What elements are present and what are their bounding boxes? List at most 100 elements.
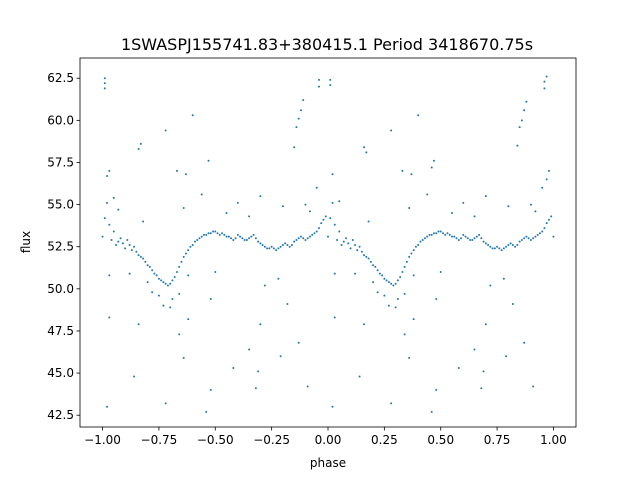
data-point xyxy=(547,218,550,221)
data-point xyxy=(534,235,537,238)
data-point xyxy=(239,235,242,238)
data-point xyxy=(121,242,124,245)
data-point xyxy=(365,255,368,258)
data-point xyxy=(281,205,284,208)
data-point xyxy=(484,323,487,326)
data-point xyxy=(317,85,320,88)
data-point xyxy=(543,87,546,90)
data-point xyxy=(453,235,456,238)
data-point xyxy=(214,230,217,233)
data-point xyxy=(426,193,429,196)
data-point xyxy=(345,237,348,240)
x-tick-label: 0.50 xyxy=(427,433,454,447)
x-tick-label: 1.00 xyxy=(540,433,567,447)
data-point xyxy=(360,250,363,253)
data-point xyxy=(221,232,224,235)
data-point xyxy=(529,238,532,241)
data-point xyxy=(106,405,109,408)
data-point xyxy=(473,348,476,351)
data-point xyxy=(155,274,158,277)
data-point xyxy=(230,237,233,240)
data-point xyxy=(178,333,181,336)
data-point xyxy=(408,206,411,209)
data-point xyxy=(103,82,106,85)
data-point xyxy=(509,242,512,245)
y-axis-label: flux xyxy=(19,231,33,253)
data-point xyxy=(162,304,165,307)
data-point xyxy=(469,238,472,241)
data-point xyxy=(241,237,244,240)
data-point xyxy=(545,75,548,78)
data-point xyxy=(396,297,399,300)
data-point xyxy=(257,370,260,373)
data-point xyxy=(403,265,406,268)
data-point xyxy=(462,233,465,236)
data-point xyxy=(259,323,262,326)
data-point xyxy=(234,237,237,240)
data-point xyxy=(108,274,111,277)
data-point xyxy=(417,244,420,247)
data-point xyxy=(405,260,408,263)
data-point xyxy=(498,247,501,250)
data-point xyxy=(435,232,438,235)
data-point xyxy=(124,247,127,250)
data-point xyxy=(225,212,228,215)
data-point xyxy=(205,233,208,236)
data-point xyxy=(390,402,393,405)
data-point xyxy=(496,245,499,248)
data-point xyxy=(135,250,138,253)
data-point xyxy=(394,282,397,285)
data-point xyxy=(430,410,433,413)
data-point xyxy=(414,245,417,248)
data-point xyxy=(302,99,305,102)
data-point xyxy=(117,240,120,243)
data-point xyxy=(545,178,548,181)
data-point xyxy=(191,114,194,117)
data-point xyxy=(372,281,375,284)
data-point xyxy=(119,237,122,240)
data-point xyxy=(435,388,438,391)
data-point xyxy=(106,201,109,204)
data-point xyxy=(473,237,476,240)
data-point xyxy=(342,240,345,243)
y-tick-label: 47.5 xyxy=(47,324,74,338)
data-point xyxy=(193,240,196,243)
data-point xyxy=(390,282,393,285)
data-point xyxy=(263,284,266,287)
data-point xyxy=(480,237,483,240)
data-point xyxy=(358,375,361,378)
data-point xyxy=(171,279,174,282)
x-axis: −1.00 −0.75 −0.50 −0.25 0.00 0.25 0.50 0.75 1.00 xyxy=(84,427,567,447)
data-point xyxy=(401,270,404,273)
data-point xyxy=(137,323,140,326)
data-point xyxy=(363,146,366,149)
data-point xyxy=(279,245,282,248)
data-point xyxy=(187,318,190,321)
data-point xyxy=(110,238,113,241)
data-point xyxy=(363,254,366,257)
data-point xyxy=(317,78,320,81)
data-point xyxy=(329,78,332,81)
data-point xyxy=(227,235,230,238)
data-point xyxy=(250,235,253,238)
data-point xyxy=(518,126,521,129)
data-point xyxy=(130,249,133,252)
x-tick-label: 0.75 xyxy=(484,433,511,447)
data-point xyxy=(232,367,235,370)
data-point xyxy=(532,385,535,388)
x-tick-label: −0.50 xyxy=(197,433,234,447)
data-point xyxy=(541,230,544,233)
data-point xyxy=(306,237,309,240)
data-point xyxy=(448,233,451,236)
data-point xyxy=(473,215,476,218)
data-point xyxy=(523,341,526,344)
data-point xyxy=(475,235,478,238)
data-point xyxy=(279,355,282,358)
data-point xyxy=(451,212,453,215)
data-point xyxy=(182,206,185,209)
data-point xyxy=(182,356,185,359)
data-point xyxy=(516,244,519,247)
data-point xyxy=(365,151,368,154)
data-point xyxy=(315,186,318,189)
data-point xyxy=(146,281,149,284)
